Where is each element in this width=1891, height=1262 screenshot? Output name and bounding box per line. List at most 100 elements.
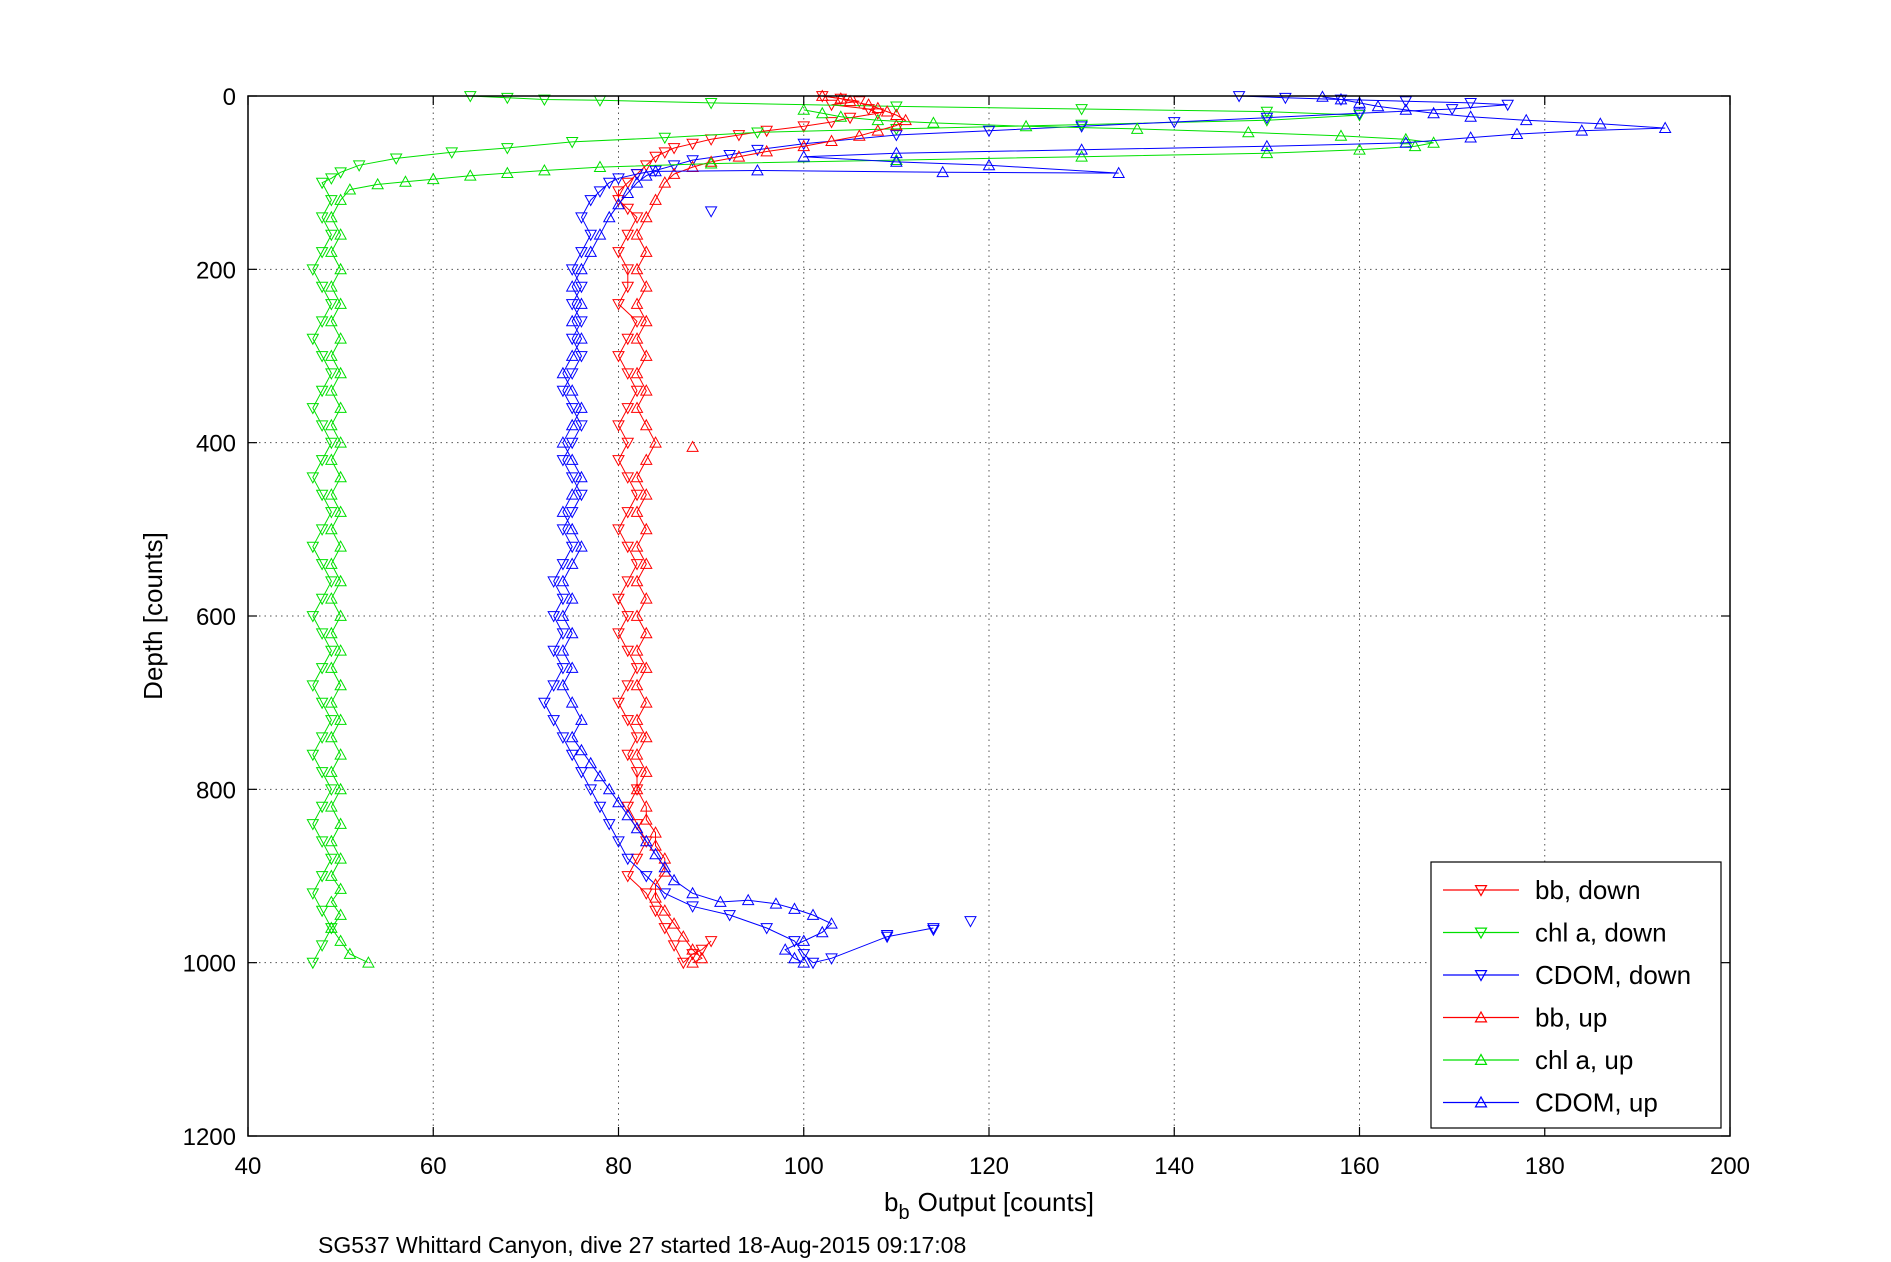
data-point — [639, 384, 653, 396]
data-point — [695, 951, 709, 964]
data-point — [1334, 92, 1348, 105]
data-point — [565, 541, 579, 554]
series-4 — [325, 103, 1440, 968]
data-point — [315, 628, 329, 640]
data-point — [575, 351, 588, 363]
data-point — [556, 436, 570, 448]
data-point — [315, 559, 329, 571]
data-point — [306, 888, 320, 900]
data-point — [315, 177, 329, 190]
data-point — [315, 663, 329, 675]
data-point — [547, 715, 561, 727]
data-point — [649, 151, 662, 164]
data-point — [334, 748, 347, 760]
data-point — [1075, 121, 1088, 133]
data-point — [565, 730, 579, 743]
data-point — [927, 924, 940, 937]
data-point — [575, 212, 588, 224]
data-point — [639, 888, 653, 900]
data-point — [306, 749, 320, 762]
data-point — [306, 541, 320, 554]
data-point — [686, 440, 699, 452]
data-point — [658, 888, 672, 900]
data-point — [612, 351, 625, 363]
data-point — [325, 730, 338, 743]
legend-label: bb, down — [1535, 875, 1641, 905]
data-point — [325, 921, 338, 933]
data-point — [565, 349, 579, 361]
data-point — [639, 813, 653, 825]
x-tick-label: 180 — [1525, 1153, 1565, 1180]
data-point — [575, 247, 588, 259]
data-point — [1399, 132, 1413, 145]
data-point — [621, 808, 635, 821]
data-point — [334, 852, 347, 864]
data-point — [1167, 117, 1181, 129]
legend-marker — [1474, 927, 1488, 940]
data-point — [584, 784, 598, 796]
data-point — [806, 908, 820, 920]
x-tick-label: 40 — [235, 1153, 262, 1180]
data-point — [982, 125, 996, 138]
data-point — [334, 882, 347, 894]
data-point — [565, 418, 579, 431]
data-point — [593, 186, 607, 198]
data-point — [797, 934, 811, 946]
data-point — [927, 923, 940, 935]
x-tick-label: 100 — [784, 1153, 824, 1180]
data-point — [1353, 108, 1366, 120]
data-point — [556, 609, 570, 621]
data-point — [306, 680, 320, 692]
x-axis-label-text: Output [counts] — [918, 1187, 1094, 1217]
data-point — [325, 576, 338, 588]
data-point — [315, 801, 329, 814]
data-point — [751, 144, 764, 157]
data-point — [630, 767, 644, 779]
data-point — [315, 593, 329, 606]
data-point — [325, 210, 338, 223]
data-point — [334, 262, 347, 275]
data-point — [547, 576, 561, 588]
data-point — [890, 130, 903, 142]
data-point — [732, 130, 746, 142]
data-point — [621, 203, 635, 216]
data-point — [325, 173, 338, 185]
data-point — [501, 166, 514, 179]
data-point — [890, 146, 903, 159]
data-point — [1464, 98, 1477, 110]
data-point — [667, 143, 681, 155]
data-point — [306, 819, 320, 831]
data-point — [704, 936, 718, 948]
data-point — [325, 784, 338, 796]
legend-marker — [1474, 1010, 1488, 1023]
data-point — [1334, 129, 1348, 141]
data-point — [630, 262, 644, 275]
data-point — [621, 472, 635, 484]
data-point — [704, 157, 718, 169]
data-point — [890, 108, 903, 120]
x-tick-label: 200 — [1710, 1153, 1750, 1180]
x-tick-label: 120 — [969, 1153, 1009, 1180]
data-point — [871, 101, 885, 114]
data-point — [1260, 139, 1274, 152]
data-point — [630, 678, 644, 691]
data-point — [751, 127, 764, 139]
data-point — [630, 332, 644, 344]
data-point — [797, 121, 811, 133]
data-point — [565, 592, 579, 604]
series-line — [330, 109, 1434, 964]
data-point — [639, 210, 653, 223]
data-point — [575, 743, 588, 756]
data-point — [788, 936, 801, 948]
series-line — [312, 95, 1360, 963]
data-point — [1075, 119, 1088, 132]
data-point — [639, 661, 653, 673]
data-point — [658, 852, 672, 864]
data-point — [649, 436, 662, 448]
data-point — [639, 280, 653, 292]
data-point — [621, 645, 635, 658]
data-point — [325, 437, 338, 450]
data-point — [556, 628, 570, 640]
data-point — [334, 505, 347, 517]
data-point — [306, 611, 320, 623]
